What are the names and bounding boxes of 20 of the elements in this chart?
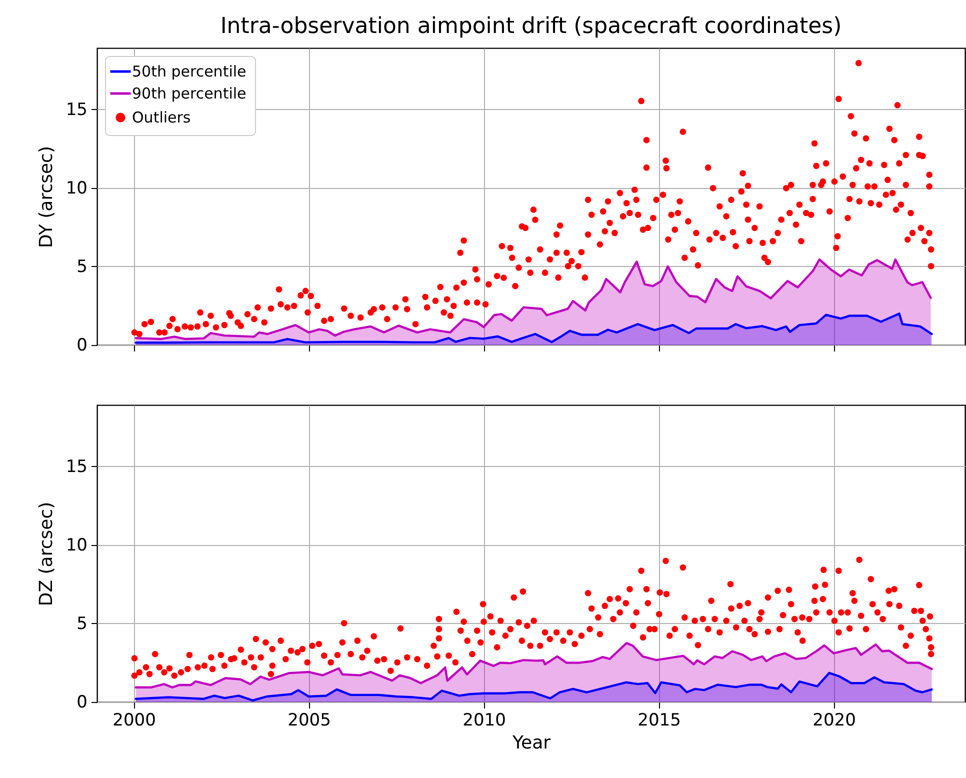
- y-axis-title: DY (arcsec): [36, 146, 57, 248]
- legend-label: Outliers: [132, 108, 191, 126]
- x-tick-label: 2015: [638, 710, 681, 730]
- x-tick-label: 2020: [812, 710, 856, 730]
- x-tick-label: 2000: [112, 710, 156, 730]
- legend-label: 50th percentile: [132, 62, 246, 80]
- y-tick-label: 10: [66, 178, 88, 198]
- y-tick-label: 5: [76, 256, 88, 277]
- chart-title: Intra-observation aimpoint drift (spacecraft coordinates): [220, 14, 842, 39]
- x-tick-label: 2010: [462, 710, 506, 730]
- y-tick-label: 15: [66, 456, 88, 477]
- y-tick-label: 0: [76, 336, 88, 356]
- y-tick-label: 10: [66, 535, 88, 556]
- x-axis-title: Year: [511, 732, 552, 754]
- x-tick-label: 2005: [288, 710, 331, 730]
- legend-label: 90th percentile: [132, 84, 246, 102]
- y-axis-title: DZ (arcsec): [36, 502, 57, 606]
- y-tick-label: 15: [66, 100, 88, 120]
- y-tick-label: 0: [76, 692, 88, 712]
- y-tick-label: 5: [76, 614, 88, 634]
